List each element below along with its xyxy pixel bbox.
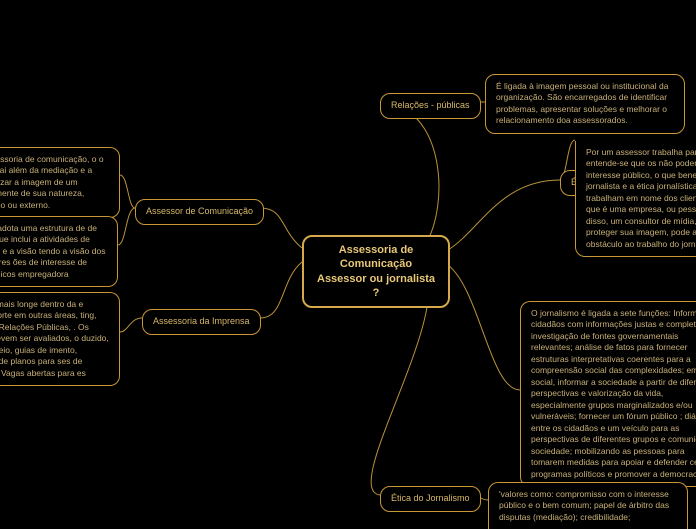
desc-assessoria-imprensa: es podem ir mais longe dentro da e forne… — [0, 292, 120, 386]
connector-imprensa-desc — [120, 318, 142, 332]
branch-etica-jornalismo: Ética do Jornalismo — [380, 486, 481, 512]
etica-assessoria-desc: Por um assessor trabalha para u entende-… — [586, 147, 696, 249]
connector-imprensa — [260, 262, 302, 318]
desc-etica-jornalismo: 'valores como: compromisso com o interes… — [488, 482, 688, 529]
branch-relacoes-publicas: Relações - públicas — [380, 93, 481, 119]
assessor-desc2: , a empresa adota uma estrutura de de in… — [0, 223, 105, 279]
desc-assessor-1: ceito de assessoria de comunicação, o o … — [0, 147, 120, 218]
connector-etica-assessoria — [448, 180, 560, 250]
assessor-label: Assessor de Comunicação — [146, 206, 253, 216]
branch-assessoria-imprensa: Assessoria da Imprensa — [142, 309, 261, 335]
desc-relacoes-publicas: É ligada à imagem pessoal ou institucion… — [485, 74, 685, 134]
assessor-desc1: ceito de assessoria de comunicação, o o … — [0, 154, 104, 210]
center-line1: Assessoria de Comunicação — [314, 243, 438, 272]
center-line2: Assessor ou jornalista ? — [314, 272, 438, 301]
imprensa-desc: es podem ir mais longe dentro da e forne… — [0, 299, 109, 378]
connector-relacoes — [380, 102, 439, 245]
connector-assessor-desc1 — [120, 175, 135, 208]
desc-jornalismo-funcoes: O jornalismo é ligada a sete funções: In… — [520, 301, 696, 487]
relacoes-label: Relações - públicas — [391, 100, 470, 110]
relacoes-desc: É ligada à imagem pessoal ou institucion… — [496, 81, 668, 125]
jornalismo-desc: O jornalismo é ligada a sete funções: In… — [531, 308, 696, 479]
connector-assessor-desc2 — [118, 208, 135, 245]
etica-jornalismo-desc: 'valores como: compromisso com o interes… — [499, 489, 669, 522]
connector-jornalismo — [448, 265, 520, 390]
etica-jornalismo-label: Ética do Jornalismo — [391, 493, 470, 503]
desc-etica-assessoria: Por um assessor trabalha para u entende-… — [575, 141, 696, 257]
branch-assessor-comunicacao: Assessor de Comunicação — [135, 199, 264, 225]
connector-assessor — [260, 208, 302, 248]
imprensa-label: Assessoria da Imprensa — [153, 316, 250, 326]
center-node: Assessoria de Comunicação Assessor ou jo… — [302, 235, 450, 308]
desc-assessor-2: , a empresa adota uma estrutura de de in… — [0, 216, 118, 287]
